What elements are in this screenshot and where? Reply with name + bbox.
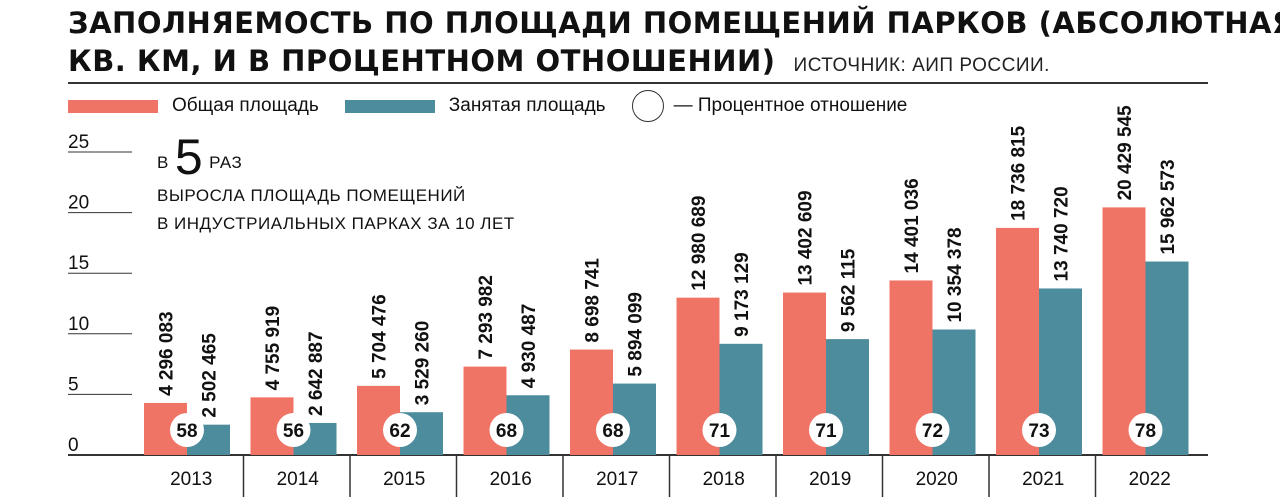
value-label-occupied: 13 740 720: [1052, 186, 1073, 281]
y-tick-label: 0: [68, 435, 79, 456]
percent-label: 72: [922, 421, 943, 442]
legend-circle-icon: [631, 90, 664, 122]
percent-circle: [809, 413, 843, 447]
percent-circle: [1022, 413, 1056, 447]
x-tick-label: 2019: [809, 469, 851, 490]
percent-label: 56: [283, 421, 304, 442]
growth-callout: В 5 РАЗ ВЫРОСЛА ПЛОЩАДЬ ПОМЕЩЕНИЙ В ИНДУСТ…: [157, 132, 515, 238]
legend-item-total: Общая площадь: [68, 95, 319, 117]
title-line-2-text: КВ. КМ, И В ПРОЦЕНТНОМ ОТНОШЕНИИ): [68, 44, 776, 78]
y-tick-label: 25: [68, 132, 89, 153]
value-label-total: 14 401 036: [902, 178, 923, 273]
value-label-occupied: 2 642 887: [306, 331, 327, 416]
x-tick-label: 2017: [596, 469, 638, 490]
legend-label-percent: — Процентное отношение: [673, 95, 908, 116]
x-tick-label: 2018: [703, 469, 745, 490]
value-label-occupied: 15 962 573: [1158, 159, 1179, 254]
callout-prefix: В: [157, 153, 169, 172]
percent-circle: [915, 413, 950, 447]
x-tick-label: 2016: [490, 469, 532, 490]
x-tick-label: 2015: [383, 469, 425, 490]
callout-headline: В 5 РАЗ: [157, 132, 515, 182]
callout-line-2: ВЫРОСЛА ПЛОЩАДЬ ПОМЕЩЕНИЙ: [157, 186, 466, 205]
percent-label: 73: [1028, 421, 1049, 442]
x-tick-label: 2022: [1129, 469, 1171, 490]
value-label-occupied: 9 562 115: [839, 248, 860, 332]
source-note: ИСТОЧНИК: АИП РОССИИ.: [793, 55, 1050, 76]
title-line-2: КВ. КМ, И В ПРОЦЕНТНОМ ОТНОШЕНИИ) ИСТОЧНИ…: [68, 42, 1248, 85]
percent-label: 71: [709, 421, 731, 442]
value-label-occupied: 9 173 129: [732, 252, 753, 337]
percent-label: 58: [176, 421, 197, 442]
y-tick-label: 20: [68, 193, 89, 214]
x-tick-label: 2014: [277, 469, 320, 490]
y-tick-label: 5: [68, 374, 79, 395]
value-label-occupied: 4 930 487: [519, 304, 540, 389]
bar-total: [1102, 207, 1146, 455]
x-tick-label: 2013: [170, 469, 212, 490]
value-label-occupied: 5 894 099: [626, 292, 647, 377]
value-label-total: 13 402 609: [796, 190, 817, 285]
percent-circle: [276, 413, 311, 447]
callout-line-3: В ИНДУСТРИАЛЬНЫХ ПАРКАХ ЗА 10 ЛЕТ: [157, 214, 515, 233]
percent-circle: [170, 413, 204, 447]
percent-circle: [383, 413, 417, 447]
percent-label: 62: [389, 421, 410, 442]
callout-suffix: РАЗ: [209, 153, 243, 172]
legend-label-occupied: Занятая площадь: [448, 95, 606, 116]
value-label-total: 5 704 476: [370, 294, 391, 379]
y-tick-label: 15: [68, 253, 89, 274]
value-label-occupied: 3 529 260: [413, 321, 434, 406]
value-label-total: 7 293 982: [476, 275, 497, 360]
value-label-total: 8 698 741: [583, 258, 604, 343]
percent-label: 68: [602, 421, 623, 442]
legend-swatch-occupied: [344, 99, 435, 113]
x-tick-label: 2021: [1022, 469, 1064, 490]
value-label-occupied: 2 502 465: [200, 333, 221, 418]
legend-label-total: Общая площадь: [172, 95, 319, 116]
percent-label: 68: [496, 421, 517, 442]
legend-item-occupied: Занятая площадь: [344, 95, 606, 117]
percent-label: 78: [1135, 421, 1156, 442]
callout-number: 5: [174, 129, 204, 185]
legend-swatch-total: [68, 99, 158, 113]
percent-circle: [1128, 413, 1163, 447]
value-label-occupied: 10 354 378: [945, 227, 966, 322]
title-line-1: ЗАПОЛНЯЕМОСТЬ ПО ПЛОЩАДИ ПОМЕЩЕНИЙ ПАРКО…: [68, 6, 1280, 40]
legend: Общая площадь Занятая площадь — Процентн…: [68, 90, 933, 122]
value-label-total: 18 736 815: [1009, 125, 1030, 221]
x-tick-label: 2020: [916, 469, 958, 490]
chart-title: ЗАПОЛНЯЕМОСТЬ ПО ПЛОЩАДИ ПОМЕЩЕНИЙ ПАРКО…: [68, 4, 1280, 85]
percent-label: 71: [815, 421, 837, 442]
percent-circle: [702, 413, 737, 447]
value-label-total: 4 755 919: [263, 306, 284, 391]
percent-circle: [489, 413, 524, 447]
y-tick-label: 10: [68, 314, 89, 335]
percent-circle: [596, 413, 630, 447]
value-label-total: 20 429 545: [1115, 105, 1136, 201]
title-divider: [68, 82, 1208, 84]
value-label-total: 4 296 083: [157, 311, 178, 396]
value-label-total: 12 980 689: [689, 196, 710, 291]
legend-item-percent: — Процентное отношение: [631, 90, 908, 122]
